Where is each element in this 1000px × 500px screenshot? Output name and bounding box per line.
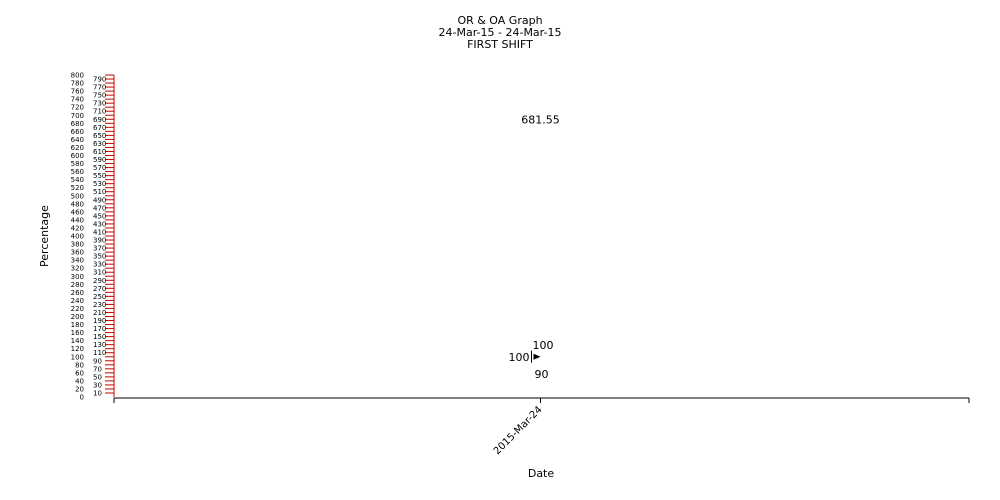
y-tick-label: 360 xyxy=(71,249,84,257)
y-tick-label: 700 xyxy=(71,112,84,120)
y-tick-label: 490 xyxy=(93,196,106,204)
y-tick-label: 210 xyxy=(93,309,106,317)
y-axis: 0 10 20 30 40 50 60 70 80 90 100 110 120 130 140 150 160… xyxy=(71,72,115,402)
y-tick-label: 40 xyxy=(75,377,84,385)
y-tick-label: 100 xyxy=(71,353,84,361)
y-tick-label: 780 xyxy=(71,80,84,88)
data-point-marker xyxy=(533,353,541,360)
y-tick-label: 310 xyxy=(93,269,106,277)
data-label: 100 xyxy=(509,351,530,364)
y-tick-label: 0 xyxy=(80,394,84,402)
data-label: 681.55 xyxy=(521,114,560,127)
y-tick-label: 630 xyxy=(93,140,106,148)
y-tick-label: 370 xyxy=(93,245,106,253)
y-tick-label: 500 xyxy=(71,192,84,200)
y-tick-label: 380 xyxy=(71,241,84,249)
y-tick-label: 130 xyxy=(93,341,106,349)
y-tick-label: 350 xyxy=(93,253,106,261)
y-tick-label: 410 xyxy=(93,228,106,236)
data-label: 100 xyxy=(533,339,554,352)
y-tick-label: 740 xyxy=(71,96,84,104)
y-tick-label: 540 xyxy=(71,176,84,184)
y-tick-label: 690 xyxy=(93,116,106,124)
y-tick-label: 50 xyxy=(93,373,102,381)
y-tick-label: 760 xyxy=(71,88,84,96)
y-tick-label: 460 xyxy=(71,208,84,216)
y-tick-label: 150 xyxy=(93,333,106,341)
y-tick-label: 320 xyxy=(71,265,84,273)
y-tick-label: 450 xyxy=(93,212,106,220)
y-tick-label: 10 xyxy=(93,389,102,397)
x-axis-title: Date xyxy=(528,467,555,480)
y-tick-label: 230 xyxy=(93,301,106,309)
y-tick-label: 70 xyxy=(93,365,102,373)
y-tick-label: 390 xyxy=(93,237,106,245)
y-tick-label: 30 xyxy=(93,381,102,389)
y-tick-label: 750 xyxy=(93,92,106,100)
y-tick-label: 770 xyxy=(93,84,106,92)
y-tick-label: 610 xyxy=(93,148,106,156)
y-tick-label: 520 xyxy=(71,184,84,192)
y-tick-label: 260 xyxy=(71,289,84,297)
y-tick-label: 720 xyxy=(71,104,84,112)
y-tick-label: 590 xyxy=(93,156,106,164)
y-tick-label: 270 xyxy=(93,285,106,293)
x-tick-label: 2015-Mar-24 xyxy=(492,404,545,457)
y-tick-label: 90 xyxy=(93,357,102,365)
y-tick-label: 200 xyxy=(71,313,84,321)
y-tick-label: 800 xyxy=(71,72,84,80)
y-tick-label: 510 xyxy=(93,188,106,196)
chart-subtitle-date-range: 24-Mar-15 - 24-Mar-15 xyxy=(439,26,562,39)
y-tick-label: 650 xyxy=(93,132,106,140)
y-tick-label: 550 xyxy=(93,172,106,180)
y-tick-label: 640 xyxy=(71,136,84,144)
y-tick-label: 600 xyxy=(71,152,84,160)
y-tick-label: 280 xyxy=(71,281,84,289)
y-tick-label: 110 xyxy=(93,349,106,357)
y-tick-label: 240 xyxy=(71,297,84,305)
y-tick-label: 660 xyxy=(71,128,84,136)
y-tick-label: 220 xyxy=(71,305,84,313)
y-axis-title: Percentage xyxy=(38,205,51,267)
y-tick-label: 20 xyxy=(75,385,84,393)
y-tick-label: 80 xyxy=(75,361,84,369)
y-tick-label: 170 xyxy=(93,325,106,333)
y-tick-label: 340 xyxy=(71,257,84,265)
y-tick-label: 250 xyxy=(93,293,106,301)
y-tick-label: 730 xyxy=(93,100,106,108)
y-tick-label: 420 xyxy=(71,224,84,232)
y-tick-label: 160 xyxy=(71,329,84,337)
y-tick-label: 290 xyxy=(93,277,106,285)
x-axis: 2015-Mar-24 xyxy=(113,397,970,457)
y-tick-label: 680 xyxy=(71,120,84,128)
y-tick-label: 300 xyxy=(71,273,84,281)
y-tick-label: 710 xyxy=(93,108,106,116)
data-label: 90 xyxy=(535,368,549,381)
y-tick-label: 530 xyxy=(93,180,106,188)
y-tick-label: 140 xyxy=(71,337,84,345)
y-tick-label: 180 xyxy=(71,321,84,329)
chart-title: OR & OA Graph xyxy=(457,14,542,27)
y-tick-label: 560 xyxy=(71,168,84,176)
y-tick-label: 470 xyxy=(93,204,106,212)
y-tick-label: 620 xyxy=(71,144,84,152)
y-tick-label: 400 xyxy=(71,233,84,241)
y-tick-label: 330 xyxy=(93,261,106,269)
y-tick-label: 480 xyxy=(71,200,84,208)
y-tick-label: 570 xyxy=(93,164,106,172)
y-tick-label: 670 xyxy=(93,124,106,132)
y-tick-label: 440 xyxy=(71,216,84,224)
y-tick-label: 120 xyxy=(71,345,84,353)
y-tick-label: 790 xyxy=(93,76,106,84)
y-tick-label: 580 xyxy=(71,160,84,168)
y-tick-label: 190 xyxy=(93,317,106,325)
y-tick-label: 430 xyxy=(93,220,106,228)
chart-subtitle-shift: FIRST SHIFT xyxy=(467,38,533,51)
y-tick-label: 60 xyxy=(75,369,84,377)
